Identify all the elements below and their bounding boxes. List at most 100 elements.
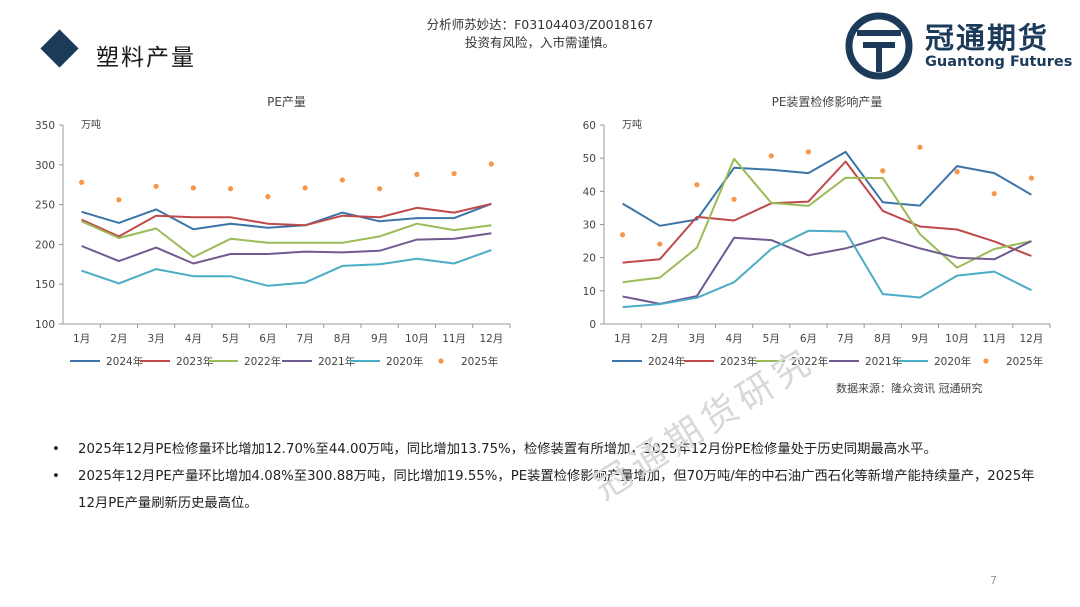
bullet-item: • 2025年12月PE产量环比增加4.08%至300.88万吨，同比增加19.…	[52, 463, 1042, 517]
company-logo: 冠通期货 Guantong Futures	[845, 12, 1073, 80]
legend-label: 2025年	[461, 355, 498, 368]
series-line	[622, 150, 1032, 227]
data-point	[339, 177, 345, 183]
data-point	[190, 185, 196, 191]
data-point	[228, 186, 234, 192]
legend-label: 2024年	[648, 355, 685, 368]
legend-marker	[983, 358, 989, 364]
bullet-item: • 2025年12月PE检修量环比增加12.70%至44.00万吨，同比增加13…	[52, 436, 1042, 463]
series-line	[622, 229, 1032, 309]
series-line	[81, 220, 492, 259]
x-tick-label: 1月	[614, 333, 631, 345]
data-point	[116, 197, 122, 203]
x-tick-label: 11月	[982, 333, 1006, 345]
x-tick-label: 3月	[688, 333, 705, 345]
x-tick-label: 6月	[800, 333, 817, 345]
x-tick-label: 2月	[651, 333, 668, 345]
data-point	[619, 232, 626, 238]
y-tick-label: 250	[35, 200, 55, 212]
bullet-dot-icon: •	[52, 469, 60, 484]
logo-mark-icon	[845, 12, 913, 80]
y-tick-label: 100	[35, 319, 55, 331]
data-point	[265, 194, 271, 200]
legend-label: 2024年	[106, 355, 143, 368]
data-point	[731, 196, 737, 202]
y-tick-label: 40	[583, 186, 596, 198]
y-tick-label: 60	[583, 120, 596, 132]
x-tick-label: 3月	[148, 333, 165, 345]
series-line	[622, 236, 1032, 305]
x-tick-label: 4月	[725, 333, 742, 345]
x-tick-label: 7月	[837, 333, 854, 345]
logo-name-cn: 冠通期货	[925, 21, 1050, 55]
source-note: 数据来源：隆众资讯 冠通研究	[836, 382, 983, 395]
legend-label: 2025年	[1006, 355, 1043, 368]
page-number: 7	[990, 574, 997, 587]
y-tick-label: 350	[35, 120, 55, 132]
x-tick-label: 9月	[371, 333, 388, 345]
legend-label: 2021年	[318, 355, 355, 368]
chart-title: PE产量	[267, 95, 306, 109]
x-tick-label: 12月	[1019, 333, 1043, 345]
data-point	[694, 182, 700, 188]
x-tick-label: 7月	[297, 333, 314, 345]
data-point	[79, 179, 85, 185]
y-tick-label: 50	[583, 153, 596, 165]
data-point	[805, 149, 812, 155]
x-tick-label: 2月	[110, 333, 127, 345]
chart-title: PE装置检修影响产量	[772, 94, 883, 109]
y-tick-label: 10	[583, 286, 596, 298]
data-point	[153, 183, 159, 189]
bullet-list: • 2025年12月PE检修量环比增加12.70%至44.00万吨，同比增加13…	[52, 436, 1042, 517]
data-point	[991, 191, 997, 197]
data-point	[917, 144, 923, 150]
analyst-line: 分析师苏妙达：F03104403/Z0018167	[426, 17, 654, 32]
legend-label: 2022年	[791, 355, 828, 368]
bullet-text: 2025年12月PE产量环比增加4.08%至300.88万吨，同比增加19.55…	[78, 469, 1035, 511]
series-line	[81, 202, 492, 238]
data-point	[377, 186, 383, 192]
legend-label: 2020年	[934, 355, 971, 368]
analyst-info: 分析师苏妙达：F03104403/Z0018167 投资有风险，入市需谨慎。	[360, 16, 720, 52]
data-point	[414, 171, 420, 177]
y-tick-label: 0	[589, 319, 596, 331]
legend-label: 2021年	[865, 355, 902, 368]
series-line	[81, 249, 492, 287]
y-tick-label: 20	[583, 253, 596, 265]
legend-label: 2023年	[176, 355, 213, 368]
x-tick-label: 5月	[222, 333, 239, 345]
logo-name-en: Guantong Futures	[925, 54, 1073, 70]
legend-label: 2020年	[386, 355, 423, 368]
x-tick-label: 10月	[405, 333, 429, 345]
data-point	[657, 241, 663, 247]
y-tick-label: 200	[35, 239, 55, 251]
data-point	[1028, 175, 1035, 181]
x-tick-label: 1月	[73, 333, 90, 345]
data-point	[880, 168, 886, 174]
data-point	[451, 170, 457, 177]
data-point	[768, 153, 774, 159]
x-tick-label: 10月	[945, 333, 969, 345]
series-line	[81, 232, 492, 265]
series-line	[81, 202, 492, 231]
y-axis-unit-label: 万吨	[81, 118, 101, 131]
series-line	[622, 160, 1032, 264]
bullet-text: 2025年12月PE检修量环比增加12.70%至44.00万吨，同比增加13.7…	[78, 442, 937, 457]
x-tick-label: 11月	[442, 333, 466, 345]
y-tick-label: 300	[35, 160, 55, 172]
x-tick-label: 8月	[334, 333, 351, 345]
data-point	[302, 185, 308, 191]
x-tick-label: 4月	[185, 333, 202, 345]
bullet-dot-icon: •	[52, 442, 60, 457]
x-tick-label: 12月	[479, 333, 503, 345]
y-tick-label: 150	[35, 279, 55, 291]
x-tick-label: 8月	[874, 333, 891, 345]
legend-label: 2022年	[244, 355, 281, 368]
x-tick-label: 6月	[259, 333, 276, 345]
risk-disclaimer: 投资有风险，入市需谨慎。	[464, 35, 615, 50]
x-tick-label: 9月	[911, 333, 928, 345]
slide-title: 塑料产量	[96, 45, 196, 71]
data-point	[954, 169, 960, 175]
legend-marker	[438, 358, 444, 364]
